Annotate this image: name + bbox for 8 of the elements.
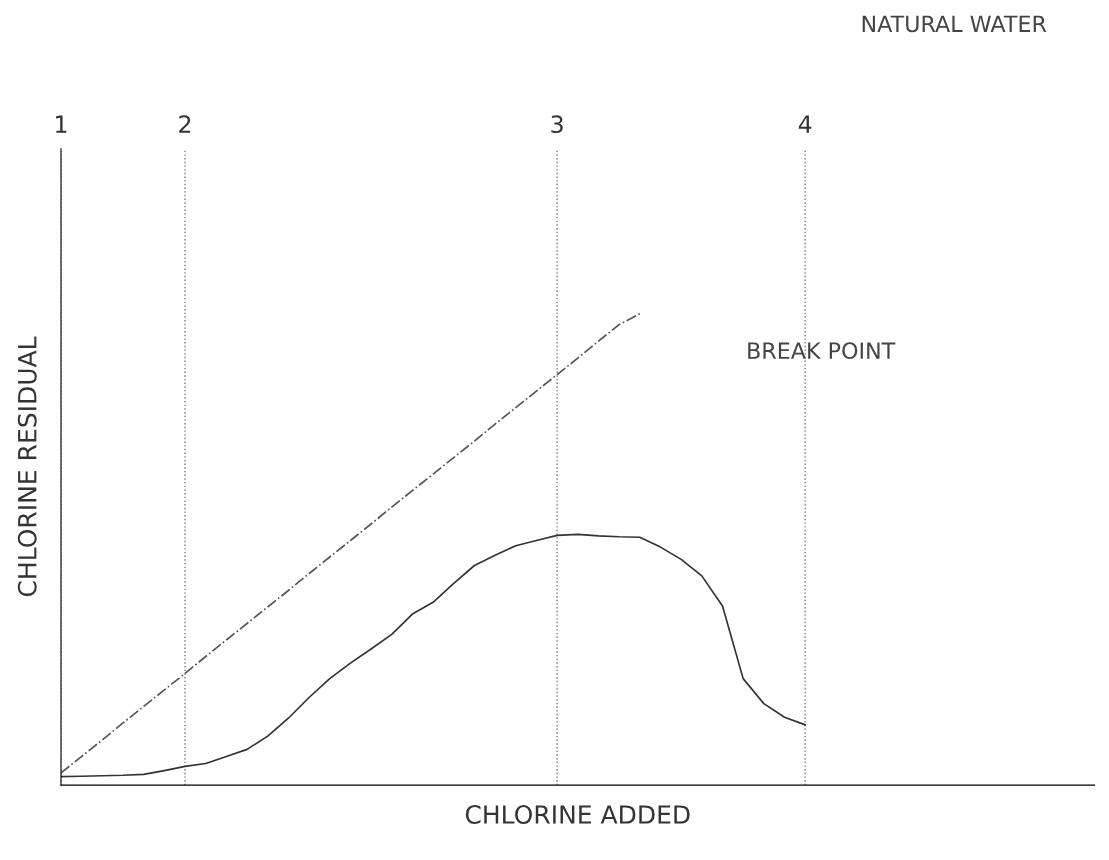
x-axis-title: CHLORINE ADDED <box>465 805 690 824</box>
x-tick-label: 2 <box>179 115 191 133</box>
x-tick-label: 3 <box>551 115 563 134</box>
annotation: BREAK POINT <box>748 342 896 360</box>
chart-title: NATURAL WATER <box>862 15 1047 33</box>
x-tick-label: 1 <box>56 115 67 133</box>
x-tick-label: 4 <box>798 115 812 133</box>
y-axis-title: CHLORINE RESIDUAL <box>17 336 37 597</box>
